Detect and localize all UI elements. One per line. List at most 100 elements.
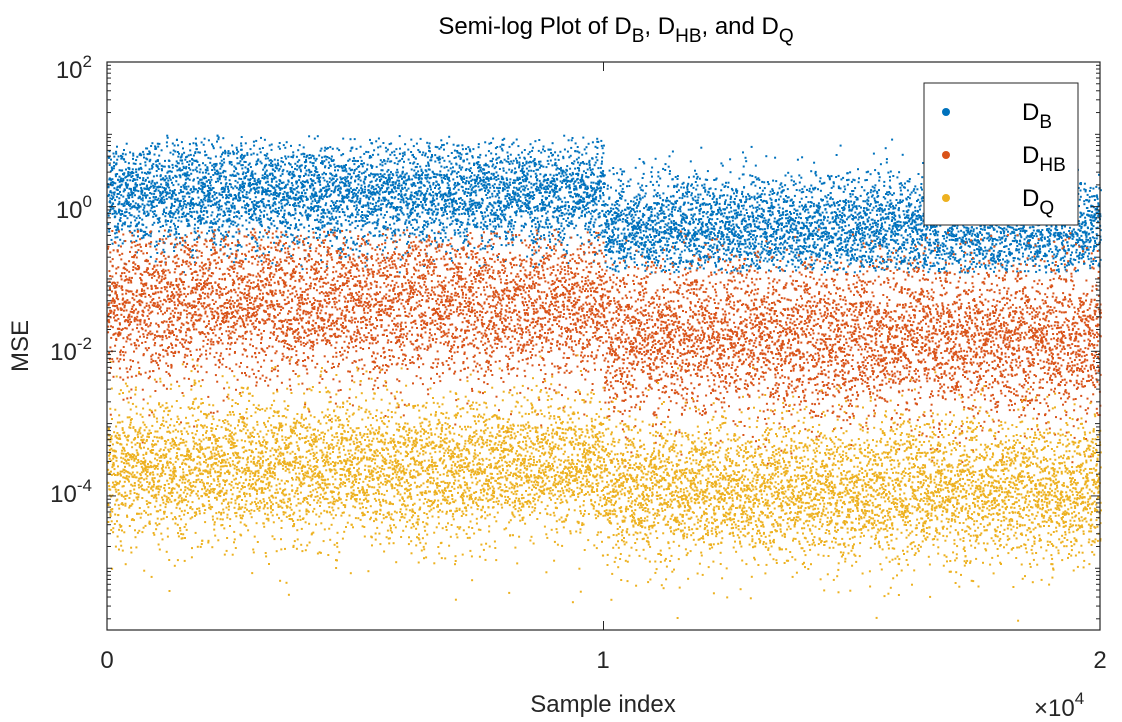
scatter-point — [179, 202, 181, 205]
scatter-point — [418, 151, 421, 154]
scatter-point — [406, 203, 409, 206]
scatter-point — [509, 201, 512, 204]
scatter-point — [339, 176, 342, 179]
scatter-point — [412, 204, 414, 207]
scatter-point — [183, 187, 186, 190]
scatter-point — [285, 141, 288, 144]
scatter-point — [213, 218, 216, 221]
scatter-point — [480, 188, 483, 191]
scatter-point — [150, 182, 153, 185]
scatter-point — [351, 221, 354, 224]
scatter-point — [490, 178, 493, 180]
scatter-point — [357, 209, 360, 211]
scatter-point — [256, 183, 258, 186]
scatter-point — [331, 217, 334, 220]
scatter-point — [530, 169, 533, 172]
scatter-point — [303, 153, 306, 155]
scatter-point — [564, 204, 567, 207]
scatter-point — [208, 194, 211, 197]
scatter-point — [225, 197, 228, 200]
scatter-point — [509, 183, 512, 186]
scatter-point — [221, 234, 224, 237]
scatter-point — [464, 169, 467, 172]
scatter-point — [522, 180, 525, 183]
scatter-point — [430, 159, 433, 162]
scatter-point — [371, 222, 374, 225]
scatter-point — [433, 173, 436, 176]
scatter-point — [228, 207, 230, 210]
scatter-point — [134, 202, 137, 205]
scatter-point — [403, 233, 406, 236]
scatter-point — [294, 224, 297, 227]
scatter-point — [447, 191, 450, 194]
scatter-point — [138, 205, 141, 208]
scatter-point — [181, 244, 184, 247]
scatter-point — [197, 182, 200, 185]
scatter-point — [117, 185, 120, 188]
scatter-point — [269, 218, 271, 221]
scatter-point — [584, 227, 587, 230]
scatter-point — [439, 174, 441, 177]
scatter-point — [253, 177, 256, 180]
scatter-point — [524, 186, 527, 189]
scatter-point — [422, 207, 425, 210]
scatter-point — [136, 173, 139, 176]
scatter-point — [173, 250, 176, 252]
scatter-point — [150, 202, 153, 205]
scatter-point — [322, 216, 325, 219]
scatter-point — [404, 173, 407, 176]
scatter-point — [273, 177, 275, 180]
scatter-point — [538, 166, 541, 169]
scatter-point — [108, 228, 111, 231]
scatter-point — [366, 221, 369, 224]
scatter-point — [232, 197, 235, 200]
scatter-point — [316, 201, 318, 204]
scatter-point — [409, 195, 412, 198]
scatter-point — [562, 248, 565, 251]
scatter-point — [139, 183, 142, 186]
scatter-point — [177, 212, 180, 215]
scatter-point — [341, 199, 344, 202]
scatter-point — [271, 160, 274, 163]
scatter-point — [386, 181, 389, 184]
scatter-point — [119, 238, 122, 241]
scatter-point — [449, 252, 452, 254]
scatter-point — [471, 208, 474, 211]
scatter-point — [117, 244, 120, 247]
scatter-point — [598, 215, 601, 218]
scatter-point — [184, 181, 187, 184]
scatter-point — [132, 186, 135, 189]
scatter-point — [125, 168, 127, 171]
scatter-point — [538, 189, 541, 192]
scatter-point — [271, 172, 274, 175]
scatter-point — [393, 154, 396, 157]
scatter-point — [150, 167, 153, 170]
scatter-point — [270, 217, 273, 220]
scatter-point — [480, 182, 483, 185]
scatter-point — [231, 202, 234, 205]
scatter-point — [417, 170, 420, 173]
scatter-point — [229, 183, 232, 186]
scatter-point — [535, 174, 538, 177]
scatter-point — [439, 195, 442, 198]
scatter-point — [572, 162, 575, 165]
scatter-point — [426, 212, 429, 215]
scatter-point — [410, 138, 413, 141]
scatter-point — [186, 212, 189, 215]
scatter-point — [124, 153, 127, 156]
scatter-point — [113, 193, 116, 196]
scatter-point — [545, 174, 547, 177]
scatter-point — [438, 191, 441, 194]
scatter-point — [153, 210, 156, 213]
scatter-point — [168, 196, 171, 199]
scatter-point — [174, 217, 177, 220]
scatter-point — [355, 204, 358, 207]
scatter-point — [424, 201, 426, 204]
scatter-point — [253, 200, 256, 202]
scatter-point — [451, 170, 454, 173]
scatter-point — [310, 202, 313, 205]
scatter-point — [251, 201, 254, 204]
scatter-point — [200, 178, 203, 181]
scatter-point — [483, 211, 486, 214]
scatter-point — [307, 181, 309, 184]
